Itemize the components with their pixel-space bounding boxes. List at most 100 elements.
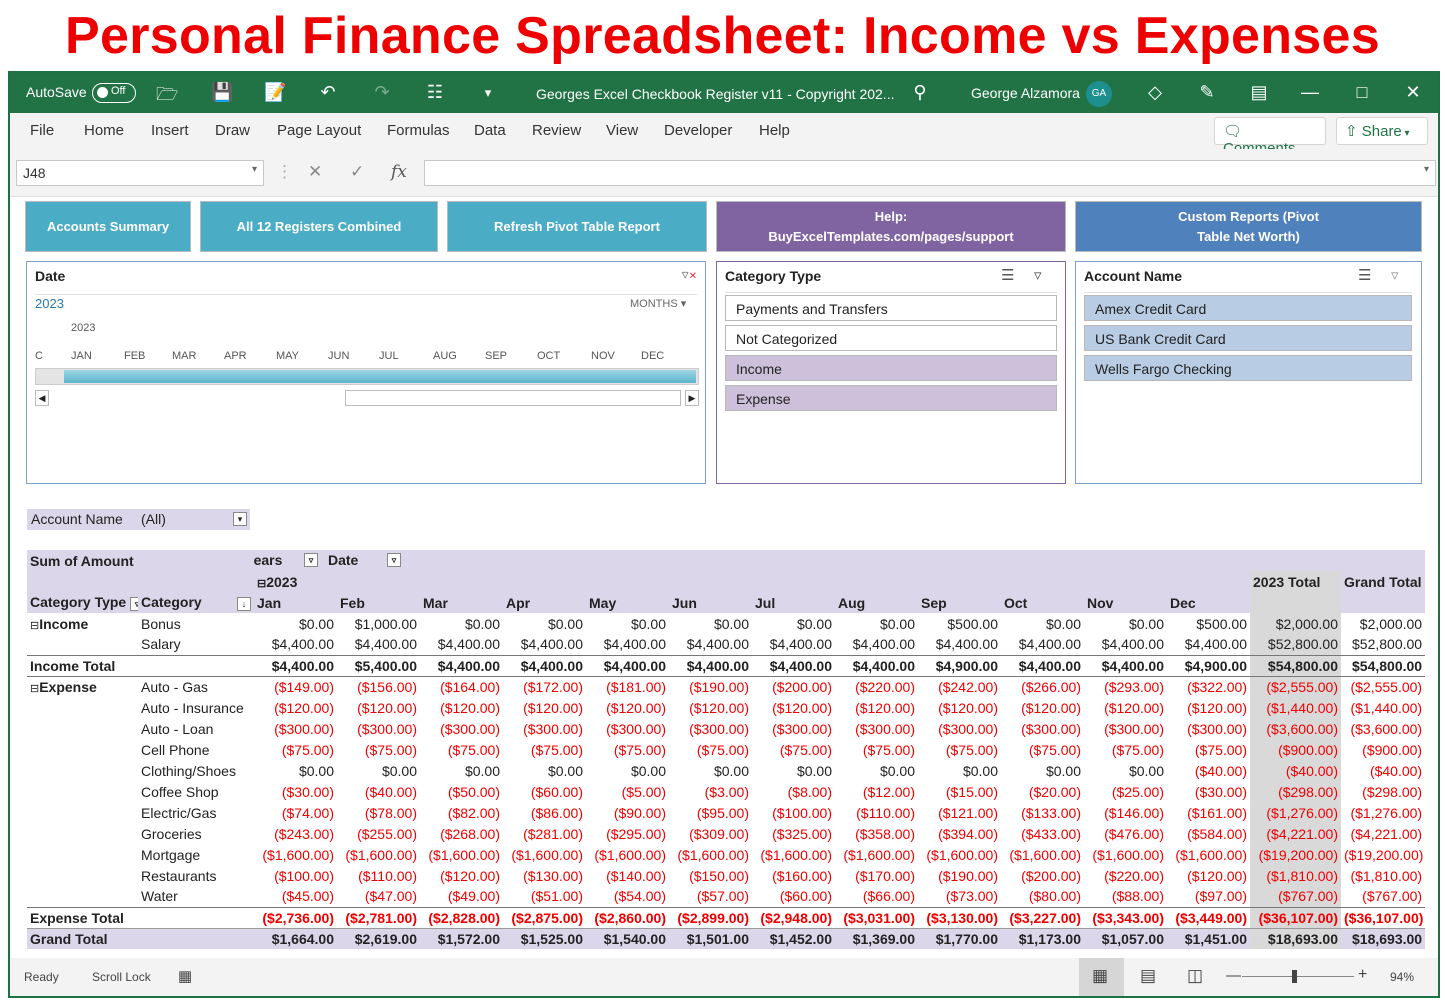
value-cell[interactable]: ($133.00) <box>1021 804 1081 821</box>
tab-data[interactable]: Data <box>474 122 506 139</box>
value-cell[interactable]: ($181.00) <box>586 675 669 697</box>
timeline-selection-bar[interactable] <box>64 370 696 383</box>
value-cell[interactable]: $4,400.00 <box>669 654 752 676</box>
value-cell[interactable]: $0.00 <box>713 615 749 632</box>
value-cell[interactable]: ($3,130.00) <box>918 906 1001 928</box>
value-cell[interactable]: ($90.00) <box>613 804 666 821</box>
value-cell[interactable]: ($75.00) <box>1028 741 1081 758</box>
value-cell[interactable]: ($1,600.00) <box>926 846 998 863</box>
timeline-scrollbar[interactable]: ◀ ▶ <box>35 390 699 406</box>
slicer-item[interactable]: Not Categorized <box>725 325 1057 351</box>
insert-function-icon[interactable]: fx <box>391 162 407 182</box>
value-cell[interactable]: $4,400.00 <box>935 636 998 653</box>
value-cell[interactable]: ($476.00) <box>1104 825 1164 842</box>
value-cell[interactable]: ($3,031.00) <box>835 906 918 928</box>
value-cell[interactable]: ($100.00) <box>274 867 334 884</box>
value-cell[interactable]: ($86.00) <box>530 804 583 821</box>
value-cell[interactable]: ($120.00) <box>274 699 334 716</box>
value-cell[interactable]: ($120.00) <box>1021 699 1081 716</box>
scroll-right-icon[interactable]: ▶ <box>685 390 699 406</box>
value-cell[interactable]: ($120.00) <box>938 699 998 716</box>
filter-dropdown-icon[interactable]: ▾ <box>233 512 247 526</box>
comments-button[interactable]: 🗨 Comments <box>1214 117 1326 157</box>
value-cell[interactable]: ($110.00) <box>856 804 915 821</box>
value-cell[interactable]: $4,400.00 <box>852 636 915 653</box>
value-cell[interactable]: $54,800.00 <box>1341 654 1426 676</box>
redo-icon[interactable]: ↷ <box>374 82 390 102</box>
value-cell[interactable]: ($3,600.00) <box>1250 718 1341 739</box>
open-folder-icon[interactable]: 🗁 <box>156 84 179 104</box>
value-cell[interactable]: $0.00 <box>879 615 915 632</box>
value-cell[interactable]: $4,400.00 <box>1084 654 1167 676</box>
value-cell[interactable]: ($300.00) <box>606 720 666 737</box>
scroll-left-icon[interactable]: ◀ <box>35 390 49 406</box>
value-cell[interactable]: $2,619.00 <box>337 927 420 949</box>
tab-formulas[interactable]: Formulas <box>387 122 450 139</box>
value-cell[interactable]: ($146.00) <box>1104 804 1164 821</box>
value-cell[interactable]: $4,400.00 <box>420 654 503 676</box>
value-cell[interactable]: $4,400.00 <box>1184 636 1247 653</box>
value-cell[interactable]: ($19,200.00) <box>1250 844 1341 865</box>
value-cell[interactable]: ($95.00) <box>696 804 749 821</box>
value-cell[interactable]: ($200.00) <box>1021 867 1081 884</box>
zoom-in-icon[interactable]: + <box>1358 966 1368 983</box>
value-cell[interactable]: $1,000.00 <box>354 615 417 632</box>
value-cell[interactable]: ($1,440.00) <box>1250 697 1341 718</box>
ribbon-display-icon[interactable]: ▤ <box>1250 82 1268 102</box>
value-cell[interactable]: $4,400.00 <box>752 654 835 676</box>
value-cell[interactable]: ($54.00) <box>613 888 666 905</box>
slicer-item[interactable]: Wells Fargo Checking <box>1084 355 1412 381</box>
value-cell[interactable]: ($97.00) <box>1194 888 1247 905</box>
value-cell[interactable]: ($2,555.00) <box>1341 675 1426 697</box>
value-cell[interactable]: $4,400.00 <box>254 654 337 676</box>
value-cell[interactable]: ($75.00) <box>447 741 500 758</box>
minimize-icon[interactable]: — <box>1301 82 1319 102</box>
value-cell[interactable]: ($358.00) <box>855 825 915 842</box>
value-cell[interactable]: $0.00 <box>630 762 666 779</box>
chevron-down-icon[interactable]: ▾ <box>1423 164 1429 175</box>
value-cell[interactable]: ($60.00) <box>779 888 832 905</box>
value-cell[interactable]: $0.00 <box>298 615 334 632</box>
value-cell[interactable]: $1,501.00 <box>669 927 752 949</box>
page-break-view-icon[interactable]: ◫ <box>1187 966 1204 985</box>
value-cell[interactable]: ($5.00) <box>621 783 666 800</box>
value-cell[interactable]: ($268.00) <box>440 825 500 842</box>
value-cell[interactable]: ($100.00) <box>772 804 832 821</box>
value-cell[interactable]: ($164.00) <box>420 675 503 697</box>
value-cell[interactable]: $1,770.00 <box>918 927 1001 949</box>
value-cell[interactable]: $4,400.00 <box>271 636 334 653</box>
filter-icon[interactable]: ▿ <box>130 596 138 611</box>
value-cell[interactable]: $0.00 <box>464 615 500 632</box>
value-cell[interactable]: ($3.00) <box>704 783 749 800</box>
tab-page-layout[interactable]: Page Layout <box>277 122 362 139</box>
page-layout-view-icon[interactable]: ▤ <box>1140 966 1157 985</box>
value-cell[interactable]: ($1,600.00) <box>843 846 915 863</box>
value-cell[interactable]: ($300.00) <box>855 720 915 737</box>
value-cell[interactable]: $4,400.00 <box>1018 636 1081 653</box>
value-cell[interactable]: ($394.00) <box>938 825 998 842</box>
value-cell[interactable]: ($3,449.00) <box>1167 906 1250 928</box>
value-cell[interactable]: $2,000.00 <box>1250 613 1341 634</box>
zoom-slider[interactable] <box>1242 976 1354 977</box>
value-cell[interactable]: $4,400.00 <box>603 636 666 653</box>
custom-reports-button[interactable]: Custom Reports (Pivot Table Net Worth) <box>1075 201 1422 252</box>
value-cell[interactable]: ($300.00) <box>1021 720 1081 737</box>
value-cell[interactable]: ($110.00) <box>358 867 417 884</box>
value-cell[interactable]: ($45.00) <box>281 888 334 905</box>
tab-help[interactable]: Help <box>759 122 790 139</box>
value-cell[interactable]: ($584.00) <box>1187 825 1247 842</box>
value-cell[interactable]: ($49.00) <box>447 888 500 905</box>
filter-icon[interactable]: ▿ <box>304 553 318 567</box>
value-cell[interactable]: ($1,600.00) <box>1092 846 1164 863</box>
value-cell[interactable]: $5,400.00 <box>337 654 420 676</box>
value-cell[interactable]: $4,400.00 <box>503 654 586 676</box>
value-cell[interactable]: $0.00 <box>879 762 915 779</box>
collapse-icon[interactable]: ⊟ <box>30 619 40 632</box>
value-cell[interactable]: $4,400.00 <box>835 654 918 676</box>
value-cell[interactable]: $18,693.00 <box>1250 927 1341 949</box>
slicer-item[interactable]: Payments and Transfers <box>725 295 1057 321</box>
tab-review[interactable]: Review <box>532 122 582 139</box>
value-cell[interactable]: ($200.00) <box>752 675 835 697</box>
value-cell[interactable]: $1,173.00 <box>1001 927 1084 949</box>
value-cell[interactable]: ($1,600.00) <box>760 846 832 863</box>
